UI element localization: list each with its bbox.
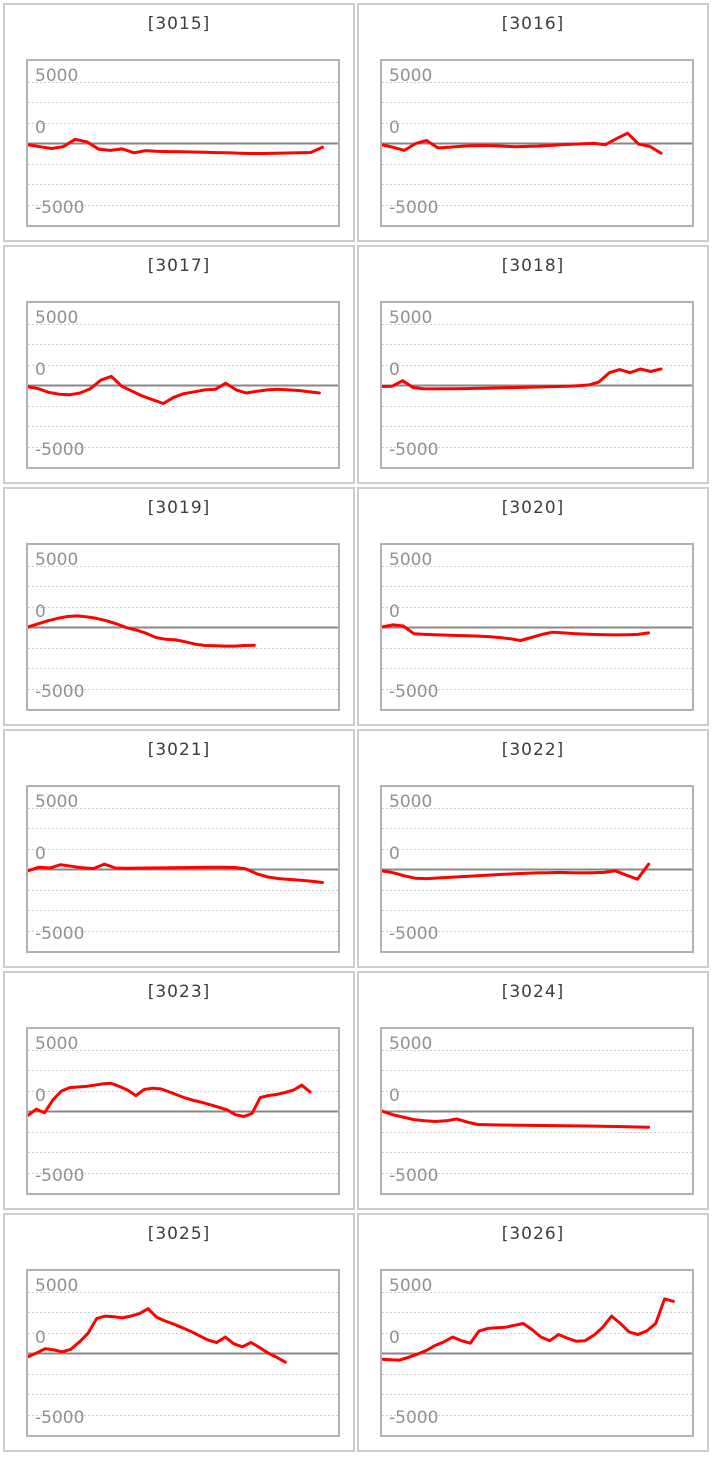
ytick-0: 0 bbox=[35, 360, 46, 380]
ytick-0: 0 bbox=[35, 1086, 46, 1106]
chart-panel: [3019] 5000 0 -5000 bbox=[3, 487, 355, 726]
ytick-5000: 5000 bbox=[35, 792, 79, 812]
chart-panel: [3023] 5000 0 -5000 bbox=[3, 971, 355, 1210]
chart-title: [3018] bbox=[501, 256, 565, 276]
chart-canvas bbox=[28, 82, 338, 206]
chart-canvas bbox=[382, 1050, 692, 1174]
plot-area: 5000 0 -5000 bbox=[380, 59, 694, 227]
series-line bbox=[382, 862, 651, 881]
plot-area: 5000 0 -5000 bbox=[380, 543, 694, 711]
ytick-5000: 5000 bbox=[35, 1276, 79, 1296]
ytick-0: 0 bbox=[35, 602, 46, 622]
ytick-neg5000: -5000 bbox=[35, 1166, 85, 1186]
ytick-0: 0 bbox=[35, 118, 46, 138]
ytick-5000: 5000 bbox=[389, 792, 433, 812]
chart-panel: [3026] 5000 0 -5000 bbox=[357, 1213, 709, 1452]
ytick-5000: 5000 bbox=[389, 1276, 433, 1296]
plot-area: 5000 0 -5000 bbox=[26, 785, 340, 953]
ytick-5000: 5000 bbox=[389, 308, 433, 328]
ytick-0: 0 bbox=[35, 1328, 46, 1348]
ytick-0: 0 bbox=[35, 844, 46, 864]
plot-area: 5000 0 -5000 bbox=[380, 301, 694, 469]
series-line bbox=[382, 367, 663, 391]
plot-area: 5000 0 -5000 bbox=[380, 785, 694, 953]
ytick-5000: 5000 bbox=[35, 1034, 79, 1054]
chart-canvas bbox=[382, 1292, 692, 1416]
series-line bbox=[28, 614, 256, 648]
chart-title: [3025] bbox=[147, 1224, 211, 1244]
chart-panel: [3018] 5000 0 -5000 bbox=[357, 245, 709, 484]
chart-panel: [3017] 5000 0 -5000 bbox=[3, 245, 355, 484]
chart-canvas bbox=[382, 566, 692, 690]
chart-canvas bbox=[382, 808, 692, 932]
plot-area: 5000 0 -5000 bbox=[26, 1027, 340, 1195]
ytick-neg5000: -5000 bbox=[389, 198, 439, 218]
ytick-5000: 5000 bbox=[35, 308, 79, 328]
chart-canvas bbox=[382, 82, 692, 206]
plot-area: 5000 0 -5000 bbox=[380, 1269, 694, 1437]
ytick-neg5000: -5000 bbox=[389, 682, 439, 702]
chart-title: [3015] bbox=[147, 14, 211, 34]
chart-title: [3022] bbox=[501, 740, 565, 760]
chart-canvas bbox=[28, 1050, 338, 1174]
chart-title: [3024] bbox=[501, 982, 565, 1002]
ytick-0: 0 bbox=[389, 360, 400, 380]
ytick-5000: 5000 bbox=[35, 550, 79, 570]
chart-canvas bbox=[28, 566, 338, 690]
chart-title: [3017] bbox=[147, 256, 211, 276]
chart-canvas bbox=[28, 1292, 338, 1416]
ytick-0: 0 bbox=[389, 118, 400, 138]
ytick-5000: 5000 bbox=[389, 1034, 433, 1054]
ytick-0: 0 bbox=[389, 602, 400, 622]
chart-title: [3021] bbox=[147, 740, 211, 760]
series-line bbox=[28, 374, 321, 405]
ytick-5000: 5000 bbox=[389, 550, 433, 570]
ytick-0: 0 bbox=[389, 1328, 400, 1348]
plot-area: 5000 0 -5000 bbox=[26, 301, 340, 469]
chart-canvas bbox=[28, 808, 338, 932]
chart-title: [3016] bbox=[501, 14, 565, 34]
ytick-5000: 5000 bbox=[389, 66, 433, 86]
ytick-neg5000: -5000 bbox=[35, 682, 85, 702]
series-line bbox=[28, 1307, 287, 1364]
ytick-0: 0 bbox=[389, 1086, 400, 1106]
plot-area: 5000 0 -5000 bbox=[380, 1027, 694, 1195]
plot-area: 5000 0 -5000 bbox=[26, 543, 340, 711]
chart-panel: [3015] 5000 0 -5000 bbox=[3, 3, 355, 242]
chart-panel: [3016] 5000 0 -5000 bbox=[357, 3, 709, 242]
series-line bbox=[28, 862, 324, 884]
chart-canvas bbox=[28, 324, 338, 448]
series-line bbox=[382, 1109, 651, 1129]
chart-title: [3023] bbox=[147, 982, 211, 1002]
ytick-0: 0 bbox=[389, 844, 400, 864]
series-line bbox=[382, 131, 663, 155]
ytick-neg5000: -5000 bbox=[35, 1408, 85, 1428]
ytick-5000: 5000 bbox=[35, 66, 79, 86]
series-line bbox=[382, 623, 651, 642]
chart-panel: [3021] 5000 0 -5000 bbox=[3, 729, 355, 968]
chart-title: [3019] bbox=[147, 498, 211, 518]
chart-canvas bbox=[382, 324, 692, 448]
ytick-neg5000: -5000 bbox=[389, 1408, 439, 1428]
plot-area: 5000 0 -5000 bbox=[26, 1269, 340, 1437]
chart-title: [3026] bbox=[501, 1224, 565, 1244]
chart-panel: [3025] 5000 0 -5000 bbox=[3, 1213, 355, 1452]
chart-title: [3020] bbox=[501, 498, 565, 518]
series-line bbox=[28, 1081, 312, 1118]
ytick-neg5000: -5000 bbox=[389, 1166, 439, 1186]
ytick-neg5000: -5000 bbox=[35, 198, 85, 218]
ytick-neg5000: -5000 bbox=[389, 440, 439, 460]
plot-area: 5000 0 -5000 bbox=[26, 59, 340, 227]
series-line bbox=[382, 1297, 675, 1362]
ytick-neg5000: -5000 bbox=[389, 924, 439, 944]
ytick-neg5000: -5000 bbox=[35, 924, 85, 944]
ytick-neg5000: -5000 bbox=[35, 440, 85, 460]
chart-panel: [3022] 5000 0 -5000 bbox=[357, 729, 709, 968]
series-line bbox=[28, 137, 324, 155]
chart-panel: [3020] 5000 0 -5000 bbox=[357, 487, 709, 726]
chart-panel: [3024] 5000 0 -5000 bbox=[357, 971, 709, 1210]
